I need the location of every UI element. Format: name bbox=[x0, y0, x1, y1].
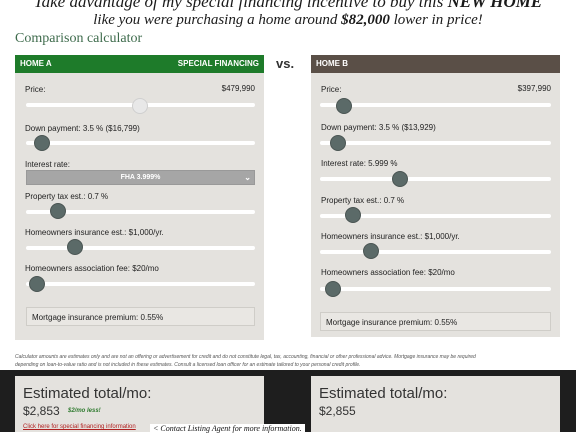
hoa-fee-label: Homeowners association fee: bbox=[321, 268, 426, 277]
interest-rate-label: Interest rate: bbox=[25, 160, 70, 169]
down-payment-row: Down payment: 3.5 % ($16,799) bbox=[25, 124, 140, 133]
down-payment-slider-handle[interactable] bbox=[34, 135, 50, 151]
chevron-down-icon: ⌄ bbox=[244, 173, 251, 182]
estimate-b-box: Estimated total/mo: $2,855 bbox=[311, 376, 560, 432]
insurance-slider-track[interactable] bbox=[26, 246, 255, 250]
price-label: Price: bbox=[25, 85, 46, 94]
property-tax-slider-handle[interactable] bbox=[50, 203, 66, 219]
insurance-slider-track[interactable] bbox=[320, 250, 551, 254]
interest-rate-value: 5.999 % bbox=[368, 159, 398, 168]
estimate-a-amount: $2,853 bbox=[23, 404, 60, 418]
hero-line1-emphasis: NEW HOME bbox=[447, 0, 543, 11]
calculator-title: Comparison calculator bbox=[15, 31, 143, 46]
mortgage-insurance-label: Mortgage insurance premium: bbox=[32, 313, 139, 322]
hoa-fee-slider-handle[interactable] bbox=[325, 281, 341, 297]
property-tax-slider-track[interactable] bbox=[320, 214, 551, 218]
hoa-fee-slider-track[interactable] bbox=[320, 287, 551, 291]
hero-line2-price: $82,000 bbox=[341, 12, 390, 28]
mortgage-insurance-value: 0.55% bbox=[140, 313, 164, 322]
down-payment-slider-track[interactable] bbox=[26, 141, 255, 145]
special-financing-link[interactable]: Click here for special financing informa… bbox=[23, 424, 136, 430]
hoa-fee-label: Homeowners association fee: bbox=[25, 264, 130, 273]
down-payment-slider-handle[interactable] bbox=[330, 135, 346, 151]
home-b-panel: HOME B Price: $397,990 Down payment: 3.5… bbox=[311, 55, 560, 337]
down-payment-row: Down payment: 3.5 % ($13,929) bbox=[321, 123, 436, 132]
insurance-label: Homeowners insurance est.: bbox=[321, 232, 423, 241]
disclaimer: Calculator amounts are estimates only an… bbox=[15, 353, 565, 369]
price-value: $479,990 bbox=[221, 84, 255, 93]
down-payment-label: Down payment: bbox=[321, 123, 377, 132]
hoa-fee-value: $20/mo bbox=[428, 268, 455, 277]
hoa-fee-row: Homeowners association fee: $20/mo bbox=[321, 268, 455, 277]
property-tax-value: 0.7 % bbox=[87, 192, 109, 201]
interest-rate-label: Interest rate: bbox=[321, 159, 366, 168]
disclaimer-line1: Calculator amounts are estimates only an… bbox=[15, 354, 476, 360]
savings-note: $2/mo less! bbox=[68, 408, 101, 414]
insurance-row: Homeowners insurance est.: $1,000/yr. bbox=[321, 232, 460, 241]
insurance-value: $1,000/yr. bbox=[128, 228, 164, 237]
hero-headline-line2: like you were purchasing a home around $… bbox=[0, 12, 576, 29]
down-payment-value: 3.5 % ($13,929) bbox=[378, 123, 436, 132]
hoa-fee-slider-handle[interactable] bbox=[29, 276, 45, 292]
property-tax-slider-handle[interactable] bbox=[345, 207, 361, 223]
down-payment-slider-track[interactable] bbox=[320, 141, 551, 145]
hoa-fee-slider-track[interactable] bbox=[26, 282, 255, 286]
estimate-a-box: Estimated total/mo: $2,853 $2/mo less! C… bbox=[15, 376, 264, 432]
estimate-b-title: Estimated total/mo: bbox=[319, 385, 448, 402]
price-label: Price: bbox=[321, 85, 342, 94]
insurance-slider-handle[interactable] bbox=[67, 239, 83, 255]
down-payment-label: Down payment: bbox=[25, 124, 81, 133]
property-tax-label: Property tax est.: bbox=[25, 192, 86, 201]
interest-rate-selected-value: FHA 3.999% bbox=[120, 174, 161, 181]
contact-agent-note: < Contact Listing Agent for more informa… bbox=[150, 424, 305, 433]
price-slider-track[interactable] bbox=[320, 103, 551, 107]
interest-rate-select[interactable]: FHA 3.999% ⌄ bbox=[26, 170, 255, 185]
price-slider-handle[interactable] bbox=[132, 98, 148, 114]
property-tax-row: Property tax est.: 0.7 % bbox=[25, 192, 108, 201]
price-slider-handle[interactable] bbox=[336, 98, 352, 114]
interest-rate-row: Interest rate: 5.999 % bbox=[321, 159, 398, 168]
hoa-fee-row: Homeowners association fee: $20/mo bbox=[25, 264, 159, 273]
mortgage-insurance-box: Mortgage insurance premium: 0.55% bbox=[320, 312, 551, 331]
property-tax-row: Property tax est.: 0.7 % bbox=[321, 196, 404, 205]
home-b-title: HOME B bbox=[316, 59, 348, 68]
disclaimer-line2: depending on loan-to-value ratio and is … bbox=[15, 362, 361, 368]
insurance-row: Homeowners insurance est.: $1,000/yr. bbox=[25, 228, 164, 237]
estimate-b-amount: $2,855 bbox=[319, 404, 356, 418]
hero-line1-text: Take advantage of my special financing i… bbox=[33, 0, 448, 11]
hero-line2-text: like you were purchasing a home around bbox=[93, 12, 342, 28]
property-tax-slider-track[interactable] bbox=[26, 210, 255, 214]
home-a-header: HOME A SPECIAL FINANCING bbox=[15, 55, 264, 73]
price-value: $397,990 bbox=[517, 84, 551, 93]
insurance-value: $1,000/yr. bbox=[424, 232, 460, 241]
interest-rate-slider-track[interactable] bbox=[320, 177, 551, 181]
estimate-a-title: Estimated total/mo: bbox=[23, 385, 152, 402]
mortgage-insurance-box: Mortgage insurance premium: 0.55% bbox=[26, 307, 255, 326]
home-a-panel: HOME A SPECIAL FINANCING Price: $479,990… bbox=[15, 55, 264, 340]
mortgage-insurance-value: 0.55% bbox=[434, 318, 458, 327]
property-tax-value: 0.7 % bbox=[383, 196, 405, 205]
vs-label: vs. bbox=[276, 56, 295, 71]
insurance-slider-handle[interactable] bbox=[363, 243, 379, 259]
property-tax-label: Property tax est.: bbox=[321, 196, 382, 205]
interest-rate-slider-handle[interactable] bbox=[392, 171, 408, 187]
insurance-label: Homeowners insurance est.: bbox=[25, 228, 127, 237]
hero-headline-line1: Take advantage of my special financing i… bbox=[0, 0, 576, 12]
hoa-fee-value: $20/mo bbox=[132, 264, 159, 273]
hero-line2-tail: lower in price! bbox=[389, 12, 483, 28]
home-a-title: HOME A bbox=[20, 59, 52, 68]
mortgage-insurance-label: Mortgage insurance premium: bbox=[326, 318, 433, 327]
special-financing-badge: SPECIAL FINANCING bbox=[177, 59, 259, 68]
home-b-header: HOME B bbox=[311, 55, 560, 73]
down-payment-value: 3.5 % ($16,799) bbox=[82, 124, 140, 133]
